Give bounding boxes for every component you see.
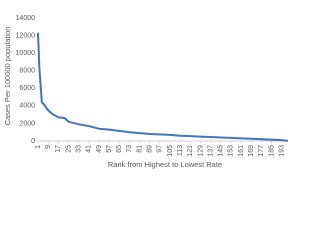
y-axis-title: Cases Per 100000 population: [3, 27, 12, 126]
x-tick-label: 153: [228, 145, 235, 157]
x-tick-label: 17: [55, 145, 62, 153]
x-tick-label: 145: [218, 145, 225, 157]
page: Rank from Highest to Lowest Rate Cases P…: [2, 14, 289, 169]
x-tick-label: 25: [65, 145, 72, 153]
y-tick-label: 4000: [19, 103, 35, 110]
x-tick-label: 57: [106, 145, 113, 153]
x-axis-title: Rank from Highest to Lowest Rate: [108, 160, 222, 169]
x-tick-label: 1: [35, 145, 42, 149]
x-tick-label: 81: [136, 145, 143, 153]
x-tick-label: 193: [278, 145, 285, 157]
y-tick-label: 12000: [16, 32, 36, 39]
x-tick-label: 97: [157, 145, 164, 153]
x-tick-label: 65: [116, 145, 123, 153]
y-tick-label: 6000: [19, 85, 35, 92]
y-tick-label: 14000: [16, 15, 36, 22]
x-tick-label: 49: [96, 145, 103, 153]
x-tick-label: 161: [238, 145, 245, 157]
y-tick-label: 8000: [19, 68, 35, 75]
x-tick-label: 121: [187, 145, 194, 157]
data-line: [37, 32, 289, 142]
y-tick-label: 0: [31, 138, 35, 145]
x-tick-label: 89: [147, 145, 154, 153]
x-tick-label: 9: [45, 145, 52, 149]
x-tick-label: 73: [126, 145, 133, 153]
x-tick-label: 113: [177, 145, 184, 156]
chart: Rank from Highest to Lowest Rate Cases P…: [3, 15, 289, 169]
x-tick-label: 41: [86, 145, 93, 153]
x-tick-label: 129: [197, 145, 204, 157]
x-tick-label: 185: [268, 145, 275, 157]
x-tick-label: 33: [75, 145, 82, 153]
x-tick-label: 177: [258, 145, 265, 157]
x-tick-label: 105: [167, 145, 174, 157]
x-tick-label: 169: [248, 145, 255, 157]
y-tick-label: 2000: [19, 120, 35, 127]
y-tick-label: 10000: [16, 50, 36, 57]
x-tick-label: 137: [207, 145, 214, 157]
